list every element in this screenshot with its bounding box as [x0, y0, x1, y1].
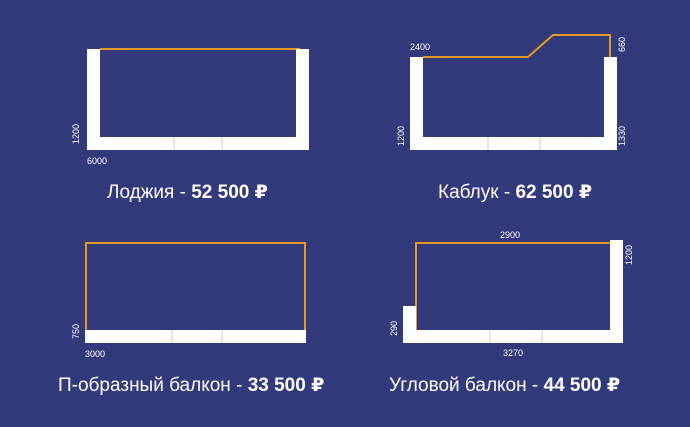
corner-bottom-label: 3270: [503, 348, 523, 358]
caption-p-shaped: П-образный балкон - 33 500 ₽: [58, 374, 324, 398]
p-shaped-name: П-образный балкон: [58, 375, 231, 396]
kabluk-top-label: 2400: [410, 42, 430, 52]
kabluk-floor-slab: [410, 137, 617, 150]
diagram-loggia: 6000 1200: [71, 48, 309, 166]
loggia-left-wall: [87, 49, 100, 150]
p-shaped-floor-slab: [85, 330, 306, 343]
corner-name: Угловой балкон: [389, 375, 527, 396]
caption-kabluk: Каблук - 62 500 ₽: [438, 181, 592, 205]
corner-left-label: 290: [389, 321, 399, 336]
kabluk-right-label: 1330: [617, 126, 627, 146]
kabluk-left-label: 1200: [396, 126, 406, 146]
caption-corner: Угловой балкон - 44 500 ₽: [389, 374, 620, 398]
p-shaped-separator: -: [230, 375, 248, 396]
corner-floor-slab: [403, 330, 623, 343]
corner-right-label: 1200: [624, 245, 634, 265]
diagram-kabluk: 2400 660 1200 1330: [396, 34, 627, 150]
corner-glazing-line: [415, 242, 610, 332]
kabluk-price: 62 500 ₽: [515, 182, 593, 203]
p-shaped-depth-label: 750: [71, 324, 81, 339]
corner-separator: -: [526, 375, 544, 396]
loggia-floor-slab: [87, 137, 309, 150]
kabluk-name: Каблук: [438, 182, 499, 203]
loggia-price: 52 500 ₽: [191, 182, 268, 203]
kabluk-left-wall: [410, 57, 423, 150]
kabluk-right-wall: [604, 57, 617, 150]
kabluk-glazing-line: [423, 34, 611, 58]
caption-loggia: Лоджия - 52 500 ₽: [107, 181, 268, 205]
corner-price: 44 500 ₽: [543, 375, 621, 396]
p-shaped-glazing-line: [85, 242, 306, 331]
loggia-separator: -: [174, 182, 192, 203]
kabluk-right-top-label: 660: [617, 37, 627, 52]
loggia-right-wall: [296, 49, 309, 150]
p-shaped-price: 33 500 ₽: [247, 375, 325, 396]
kabluk-separator: -: [498, 182, 516, 203]
diagram-p-shaped: 3000 750: [71, 242, 306, 359]
loggia-name: Лоджия: [107, 182, 175, 203]
loggia-depth-label: 1200: [71, 124, 81, 144]
diagram-corner: 2900 1200 290 3270: [389, 230, 634, 358]
corner-right-wall: [610, 240, 623, 343]
corner-top-label: 2900: [500, 230, 520, 240]
loggia-width-label: 6000: [87, 156, 107, 166]
p-shaped-width-label: 3000: [85, 349, 105, 359]
